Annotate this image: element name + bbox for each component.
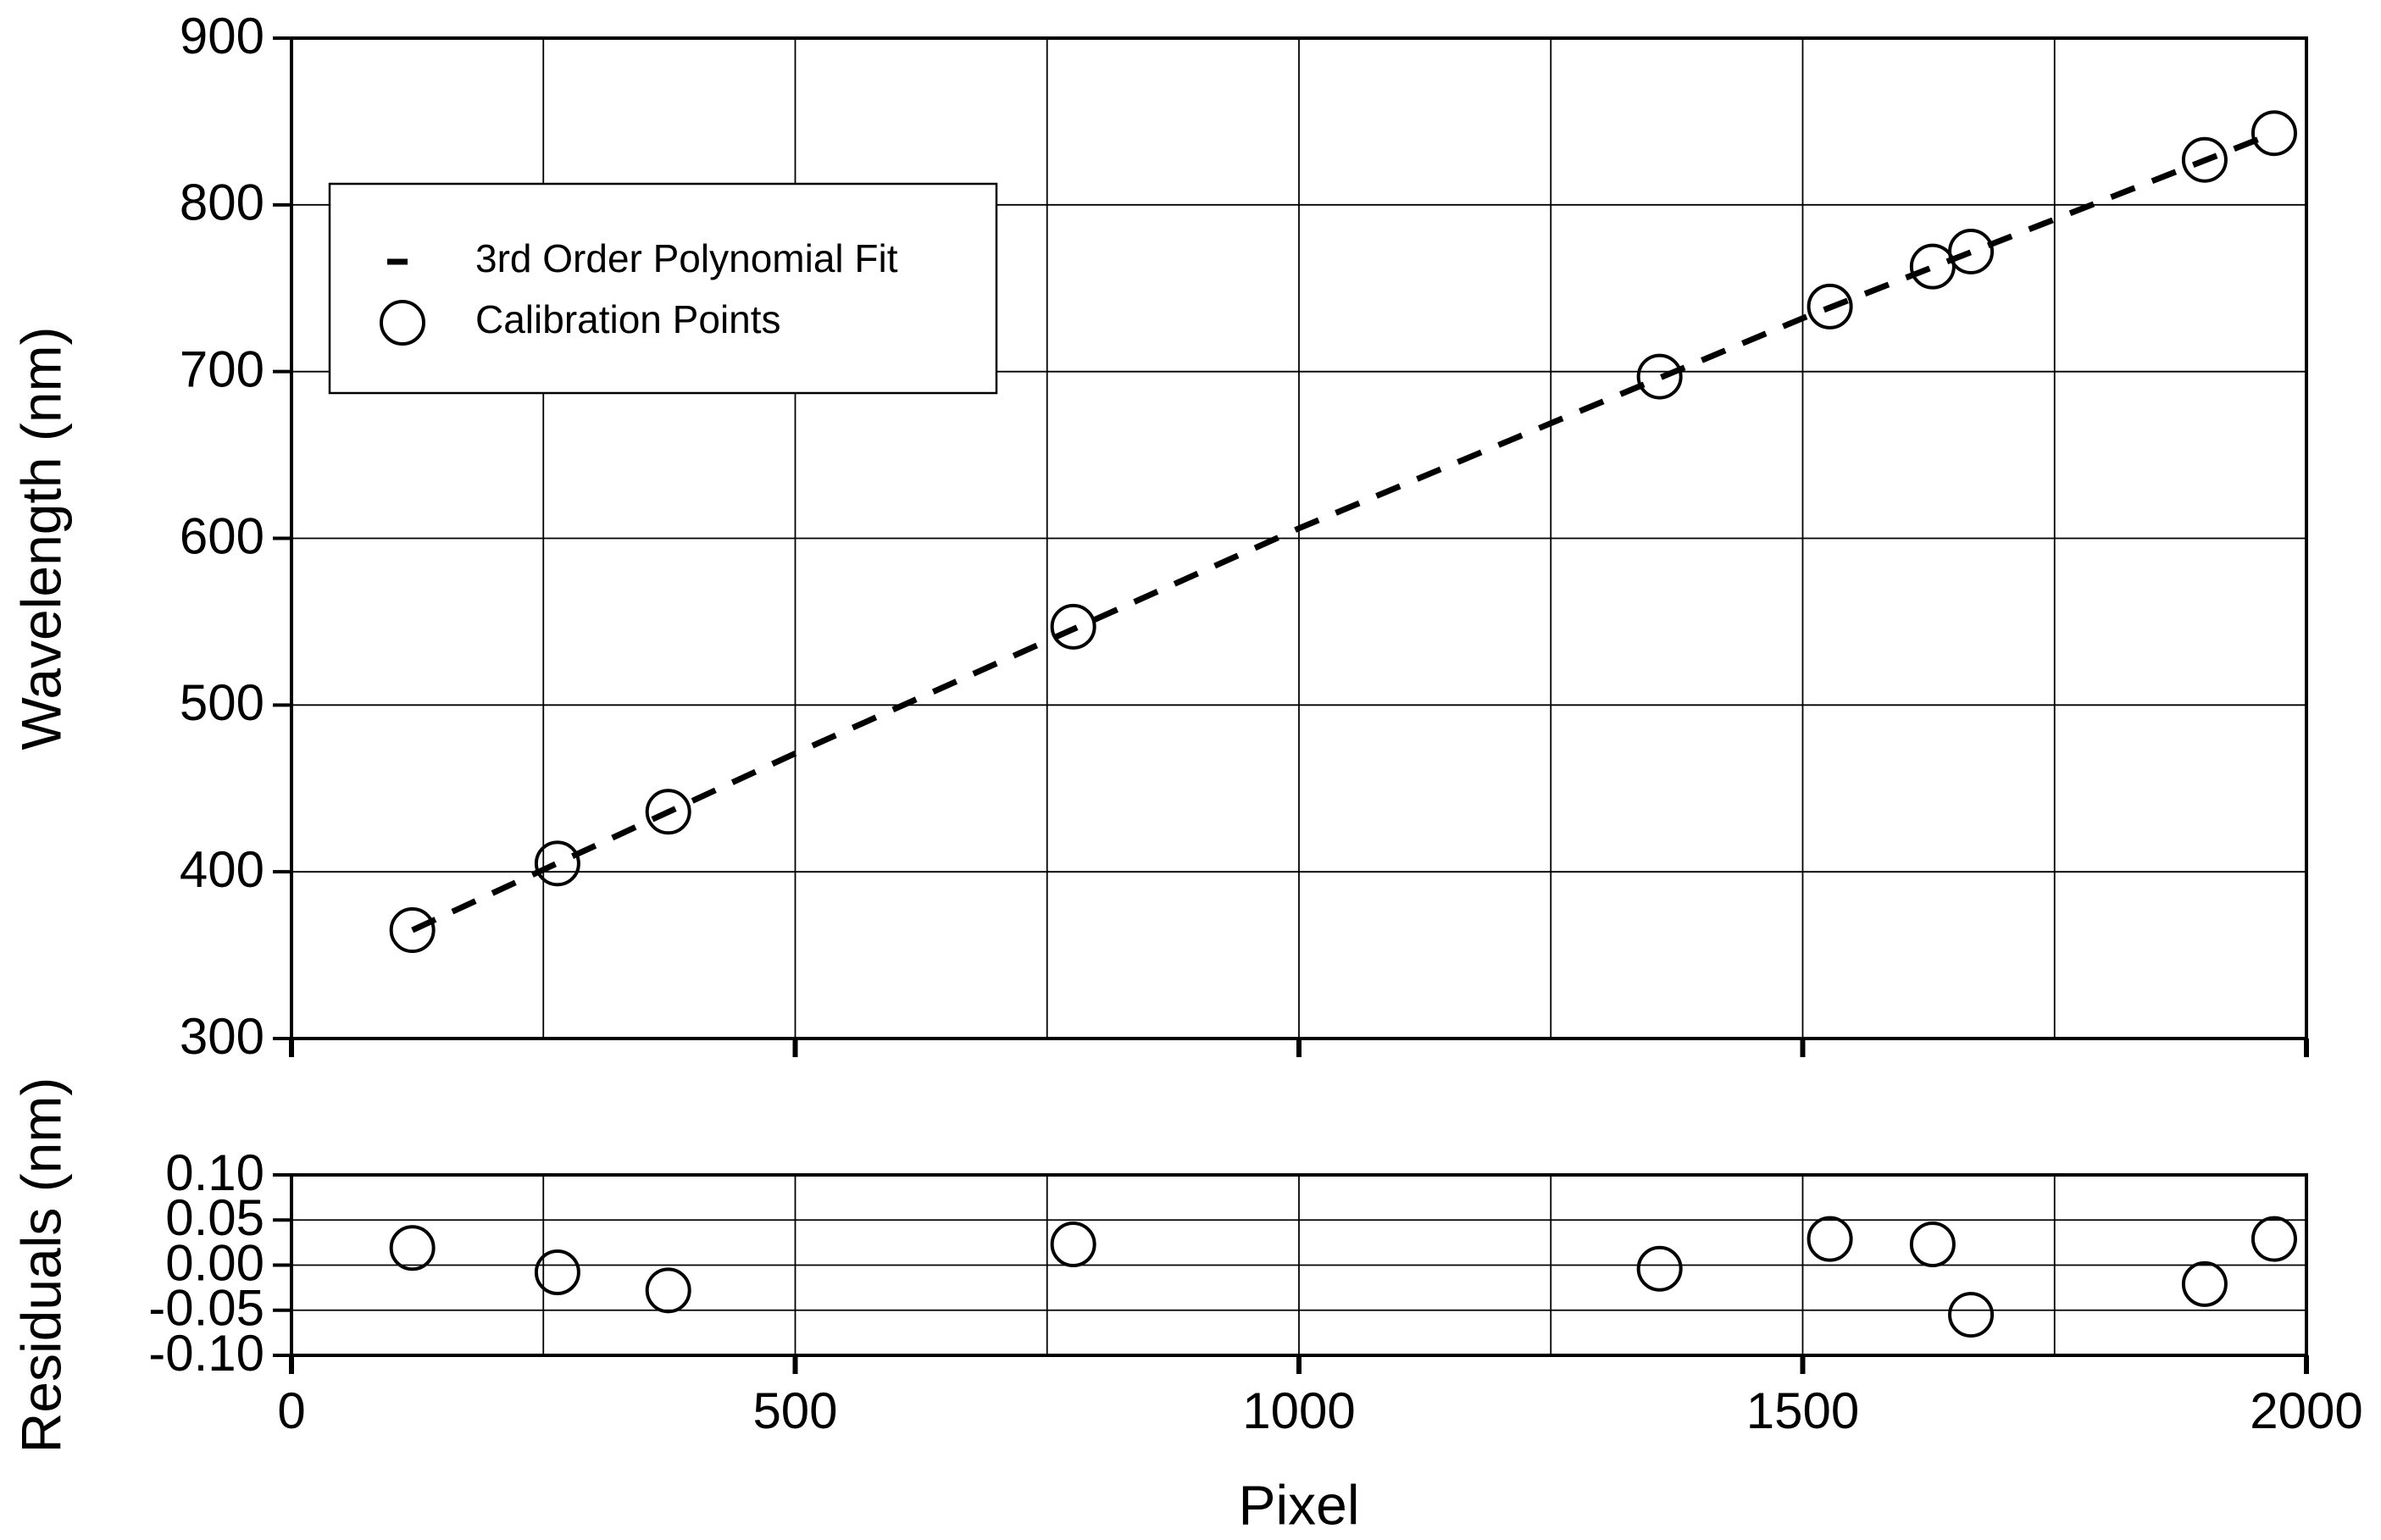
data-point bbox=[1807, 1216, 1853, 1262]
y-axis-title: Wavelength (nm) bbox=[9, 326, 72, 750]
y-tick-label: 700 bbox=[180, 341, 264, 398]
y-tick-label: 500 bbox=[180, 674, 264, 731]
data-point bbox=[645, 1267, 691, 1314]
legend-box bbox=[328, 182, 998, 395]
x-tick-label: 500 bbox=[752, 1382, 837, 1439]
data-point bbox=[1636, 353, 1683, 400]
y-tick-label: 0.00 bbox=[165, 1234, 264, 1291]
data-point bbox=[534, 840, 580, 887]
data-point bbox=[1050, 1221, 1096, 1268]
x-tick-label: 0 bbox=[277, 1382, 305, 1439]
data-point bbox=[534, 1249, 580, 1296]
y-tick-label: 900 bbox=[180, 8, 264, 64]
y-tick-label: -0.05 bbox=[148, 1280, 264, 1337]
legend-label: Calibration Points bbox=[475, 297, 781, 341]
data-point bbox=[1050, 603, 1096, 650]
x-tick-label: 2000 bbox=[2250, 1382, 2362, 1439]
y-tick-label: 300 bbox=[180, 1008, 264, 1065]
data-point bbox=[389, 1225, 436, 1271]
y-tick-label: 800 bbox=[180, 174, 264, 231]
y-axis-title: Residuals (nm) bbox=[9, 1077, 72, 1454]
data-point bbox=[2181, 136, 2228, 183]
data-point bbox=[1909, 243, 1956, 290]
data-point bbox=[2181, 1260, 2228, 1307]
data-point bbox=[2251, 1216, 2297, 1262]
data-point bbox=[1807, 283, 1853, 330]
y-tick-label: 0.05 bbox=[165, 1189, 264, 1246]
y-tick-label: 600 bbox=[180, 507, 264, 564]
y-tick-label: 400 bbox=[180, 841, 264, 898]
y-tick-label: 0.10 bbox=[165, 1144, 264, 1201]
data-point bbox=[645, 789, 691, 835]
x-tick-label: 1500 bbox=[1746, 1382, 1859, 1439]
fit-line bbox=[411, 130, 2276, 933]
legend-label: 3rd Order Polynomial Fit bbox=[475, 236, 898, 280]
legend-marker bbox=[380, 300, 425, 346]
data-point bbox=[1948, 1292, 1995, 1338]
data-point bbox=[1909, 1221, 1956, 1268]
data-point bbox=[1636, 1245, 1683, 1292]
y-tick-label: -0.10 bbox=[148, 1325, 264, 1382]
data-point bbox=[1948, 228, 1995, 274]
x-tick-label: 1000 bbox=[1242, 1382, 1355, 1439]
x-axis-title: Pixel bbox=[1238, 1473, 1359, 1536]
data-point bbox=[389, 907, 436, 954]
data-point bbox=[2251, 110, 2297, 157]
